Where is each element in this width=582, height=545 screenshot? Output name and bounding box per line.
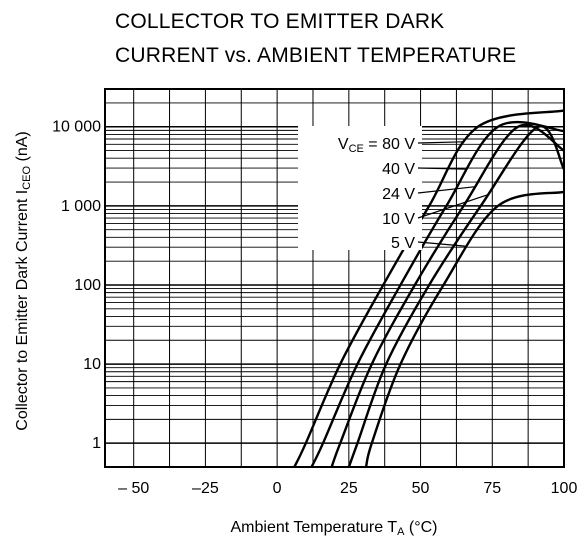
y-tick-label: 100 [74, 277, 101, 294]
x-tick-label: –25 [192, 480, 219, 497]
series-label: 10 V [382, 211, 415, 228]
x-tick-label: 0 [273, 480, 282, 497]
y-axis-label: Collector to Emitter Dark Current ICEO (… [14, 131, 33, 430]
legend-background [298, 126, 422, 250]
x-tick-label: 50 [412, 480, 430, 497]
chart-title-line-2: CURRENT vs. AMBIENT TEMPERATURE [115, 44, 517, 67]
leader-line [417, 167, 467, 170]
series-line [347, 125, 566, 468]
x-tick-label: 75 [483, 480, 501, 497]
x-axis-label: Ambient Temperature TA (°C) [230, 519, 437, 538]
leader-line [417, 241, 467, 247]
y-tick-label: 1 [92, 435, 101, 452]
y-tick-label: 10 [83, 356, 101, 373]
x-tick-label: 25 [340, 480, 358, 497]
series-layer [293, 109, 566, 468]
series-line [293, 109, 565, 468]
series-line [310, 120, 565, 468]
y-tick-label: 1 000 [61, 198, 101, 215]
leader-line [417, 141, 464, 144]
series-label: 24 V [382, 186, 415, 203]
series-label: 5 V [391, 235, 415, 252]
chart-title-line-1: COLLECTOR TO EMITTER DARK [115, 10, 445, 33]
series-line [330, 123, 565, 468]
series-label: VCE = 80 V [338, 136, 415, 155]
series-label: 40 V [382, 161, 415, 178]
tick-labels: – 50 –25 0 25 50 75 100 1 10 100 1 000 10 000 [52, 119, 577, 497]
plot-frame [104, 88, 565, 468]
series-labels: VCE = 80 V 40 V 24 V 10 V 5 V [298, 126, 489, 252]
series-line [364, 190, 565, 468]
leader-line [417, 193, 489, 219]
y-tick-label: 10 000 [52, 119, 101, 136]
leader-line [417, 186, 476, 194]
x-tick-label: – 50 [118, 480, 149, 497]
x-tick-label: 100 [551, 480, 578, 497]
